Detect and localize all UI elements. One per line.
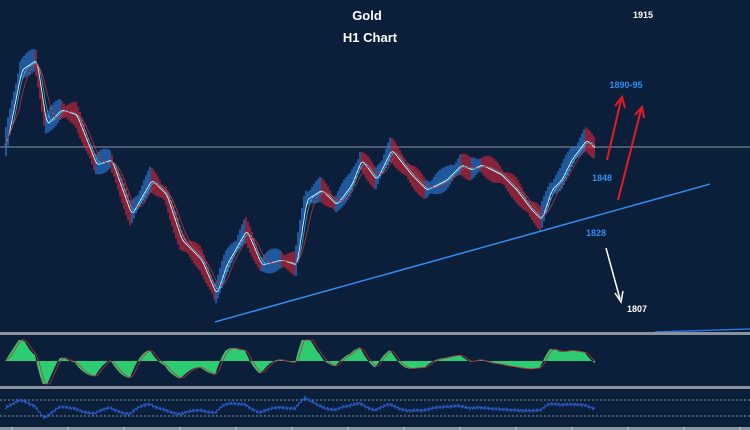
ma-slow (4, 64, 596, 286)
oscillator-histogram (5, 340, 595, 384)
label-1807: 1807 (627, 304, 647, 314)
panel-divider (0, 332, 750, 335)
bearish-arrow (605, 247, 624, 304)
oscillator-signal-line (4, 339, 596, 385)
panel-divider (0, 386, 750, 389)
moving-averages (4, 61, 596, 293)
oscillator-panel (4, 339, 596, 385)
candles (5, 48, 595, 304)
label-target: 1890-95 (609, 80, 642, 90)
bullish-arrow-2 (617, 104, 645, 201)
rsi-line (4, 394, 596, 420)
chart-subtitle: H1 Chart (343, 30, 398, 45)
label-1828: 1828 (586, 228, 606, 238)
trendline (214, 183, 711, 323)
chart-title: Gold (352, 8, 382, 23)
ma-fast (4, 61, 596, 293)
label-1848: 1848 (592, 173, 612, 183)
bullish-arrow-1 (606, 94, 626, 161)
ma-mid (4, 62, 596, 290)
label-1915: 1915 (633, 10, 653, 20)
offscreen-trend-segment (654, 328, 750, 333)
time-axis (0, 427, 750, 430)
